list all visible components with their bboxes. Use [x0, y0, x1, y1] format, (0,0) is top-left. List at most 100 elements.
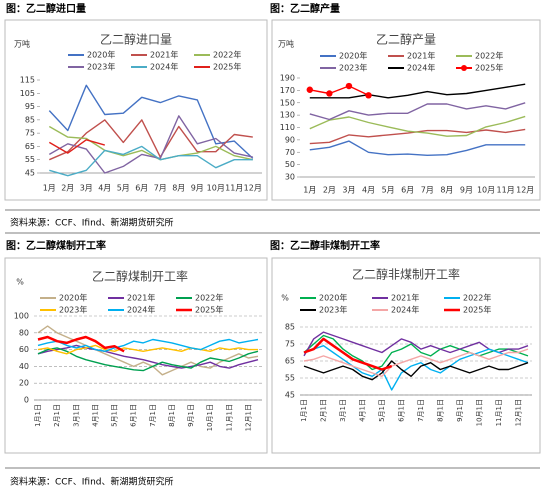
- series-marker: [326, 90, 333, 97]
- caption: 图：乙二醇产量: [270, 2, 340, 15]
- x-tick-label: 6月1日: [397, 399, 405, 422]
- x-tick-label: 12月1日: [514, 399, 522, 426]
- y-tick-label: 20: [19, 379, 29, 388]
- series-marker: [365, 92, 372, 99]
- legend-label: 2023年: [87, 62, 115, 72]
- caption: 图：乙二醇进口量: [6, 2, 86, 15]
- y-tick-label: 55: [25, 155, 35, 164]
- legend-label: 2020年: [59, 293, 87, 303]
- series-line: [49, 145, 253, 177]
- y-tick-label: 65: [25, 142, 35, 151]
- legend-label: 2024年: [150, 62, 178, 72]
- series-line: [48, 84, 254, 159]
- x-tick-label: 12月: [516, 186, 534, 195]
- series-line: [48, 139, 105, 154]
- series-line: [303, 360, 529, 381]
- legend-label: 2025年: [195, 305, 223, 315]
- series-line: [48, 125, 253, 161]
- legend-label: 2022年: [475, 51, 503, 61]
- series-line: [303, 337, 393, 371]
- y-tick-label: 45: [25, 169, 35, 178]
- x-tick-label: 2月1日: [53, 404, 61, 427]
- x-tick-label: 1月1日: [34, 404, 42, 427]
- legend-label: 2020年: [319, 293, 347, 303]
- series-line: [303, 345, 529, 391]
- x-tick-label: 9月1日: [187, 404, 195, 427]
- x-tick-label: 4月: [98, 184, 111, 193]
- series-line: [37, 344, 258, 355]
- series-line: [309, 115, 526, 137]
- series-line: [48, 115, 253, 174]
- legend-label: 2021年: [407, 51, 435, 61]
- y-tick-label: 190: [280, 74, 295, 83]
- x-tick-label: 5月: [382, 186, 395, 195]
- y-axis-unit: %: [16, 278, 24, 287]
- x-tick-label: 10月: [207, 184, 225, 193]
- x-tick-label: 8月1日: [168, 404, 176, 427]
- x-tick-label: 8月: [440, 186, 453, 195]
- legend-label: 2024年: [391, 305, 419, 315]
- y-tick-label: 30: [285, 173, 295, 182]
- y-tick-label: 55: [285, 374, 295, 383]
- panel: [4, 19, 268, 201]
- chart-title: 乙二醇煤制开工率: [92, 269, 188, 284]
- y-tick-label: 65: [285, 357, 295, 366]
- source: 资料来源：CCF、Ifind、新湖期货研究所: [10, 217, 174, 229]
- legend-label: 2023年: [319, 305, 347, 315]
- caption: 图：乙二醇非煤制开工率: [270, 239, 380, 252]
- x-tick-label: 11月1日: [495, 399, 503, 426]
- series-line: [303, 348, 529, 377]
- x-tick-label: 4月: [362, 186, 375, 195]
- x-tick-label: 9月: [191, 184, 204, 193]
- x-tick-label: 5月1日: [111, 404, 119, 427]
- y-tick-label: 130: [280, 111, 295, 120]
- x-tick-label: 10月: [477, 186, 495, 195]
- y-tick-label: 115: [20, 76, 35, 85]
- series-line: [49, 119, 253, 161]
- legend-label: 2025年: [475, 63, 503, 73]
- y-axis-unit: %: [281, 294, 289, 303]
- x-tick-label: 3月: [342, 186, 355, 195]
- x-tick-label: 3月1日: [72, 404, 80, 427]
- x-tick-label: 2月1日: [319, 399, 327, 422]
- y-tick-label: 70: [285, 148, 295, 157]
- x-tick-label: 4月1日: [358, 399, 366, 422]
- x-tick-label: 2月: [61, 184, 74, 193]
- panel: [4, 257, 268, 454]
- y-tick-label: 60: [19, 345, 29, 354]
- chart-title: 乙二醇非煤制开工率: [352, 267, 460, 282]
- chart-title: 乙二醇进口量: [100, 32, 172, 47]
- y-tick-label: 40: [19, 362, 29, 371]
- series-line: [309, 102, 526, 121]
- panel: [271, 19, 541, 201]
- x-tick-label: 11月: [497, 186, 515, 195]
- series-line: [37, 344, 259, 369]
- x-tick-label: 6月: [135, 184, 148, 193]
- y-tick-label: 85: [25, 115, 35, 124]
- legend-label: 2020年: [339, 51, 367, 61]
- legend-label: 2021年: [127, 293, 155, 303]
- legend-label: 2022年: [463, 293, 491, 303]
- legend-label: 2021年: [150, 50, 178, 60]
- series-line: [37, 338, 259, 352]
- series-line: [309, 85, 369, 96]
- x-tick-label: 3月: [80, 184, 93, 193]
- y-tick-label: 110: [280, 123, 295, 132]
- legend-label: 2022年: [195, 293, 223, 303]
- series-line: [309, 83, 526, 99]
- y-tick-label: 105: [20, 89, 35, 98]
- legend-label: 2023年: [59, 305, 87, 315]
- y-tick-label: 45: [285, 391, 295, 400]
- y-tick-label: 50: [285, 160, 295, 169]
- x-tick-label: 9月1日: [456, 399, 464, 422]
- x-tick-label: 1月: [303, 186, 316, 195]
- legend-label: 2025年: [463, 305, 491, 315]
- x-tick-label: 4月1日: [91, 404, 99, 427]
- legend-label: 2023年: [339, 63, 367, 73]
- x-tick-label: 11月: [225, 184, 243, 193]
- series-line: [309, 140, 526, 156]
- y-tick-label: 75: [285, 340, 295, 349]
- x-tick-label: 12月1日: [244, 404, 252, 431]
- legend-label: 2024年: [127, 305, 155, 315]
